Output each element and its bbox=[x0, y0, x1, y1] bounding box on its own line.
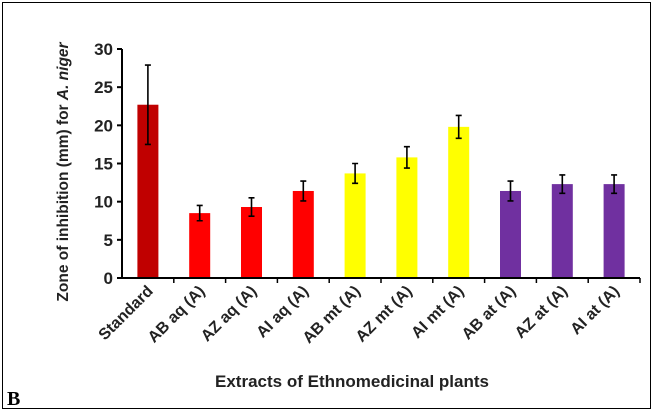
x-tick-label: AZ aq (A) bbox=[198, 283, 260, 345]
x-tick-label: AB aq (A) bbox=[145, 283, 209, 347]
error-bar bbox=[611, 174, 618, 195]
panel-label: B bbox=[7, 388, 20, 410]
x-tick-label: AB at (A) bbox=[459, 283, 519, 343]
bar bbox=[448, 126, 470, 278]
bar bbox=[551, 184, 573, 278]
error-bar bbox=[559, 174, 566, 195]
error-bar bbox=[352, 162, 359, 185]
y-tick-label: 25 bbox=[94, 78, 113, 97]
y-tick-label: 5 bbox=[104, 231, 113, 250]
error-bar bbox=[248, 197, 255, 217]
error-bar bbox=[455, 114, 462, 140]
y-tick-label: 10 bbox=[94, 193, 113, 212]
y-axis-label: Zone of inhibition (mm) for A. niger bbox=[55, 41, 72, 301]
x-tick-label: AZ at (A) bbox=[512, 283, 571, 342]
bar bbox=[292, 190, 314, 278]
bar bbox=[137, 104, 159, 279]
bar bbox=[189, 213, 211, 278]
bars-group bbox=[137, 104, 625, 279]
x-tick-label: AI at (A) bbox=[568, 283, 623, 338]
figure-frame bbox=[2, 2, 651, 409]
y-tick-label: 15 bbox=[94, 155, 113, 174]
x-tick-label: AI mt (A) bbox=[408, 283, 467, 342]
y-tick-label: 30 bbox=[94, 40, 113, 59]
bar bbox=[500, 190, 521, 278]
x-tick-label: AZ mt (A) bbox=[353, 283, 416, 346]
bar bbox=[241, 207, 262, 278]
error-bar bbox=[300, 180, 307, 202]
y-ticks-group: 0 5 10 15 20 25 30 bbox=[94, 40, 122, 288]
error-bar bbox=[196, 204, 203, 222]
bar bbox=[603, 184, 625, 278]
error-bars-group bbox=[144, 64, 618, 222]
x-axis-label: Extracts of Ethnomedicinal plants bbox=[215, 372, 489, 391]
bar bbox=[344, 173, 366, 278]
y-tick-label: 0 bbox=[104, 269, 113, 288]
error-bar bbox=[144, 64, 151, 146]
error-bar bbox=[403, 145, 410, 169]
error-bar bbox=[507, 180, 514, 202]
bar bbox=[396, 157, 418, 278]
y-tick-label: 20 bbox=[94, 116, 113, 135]
